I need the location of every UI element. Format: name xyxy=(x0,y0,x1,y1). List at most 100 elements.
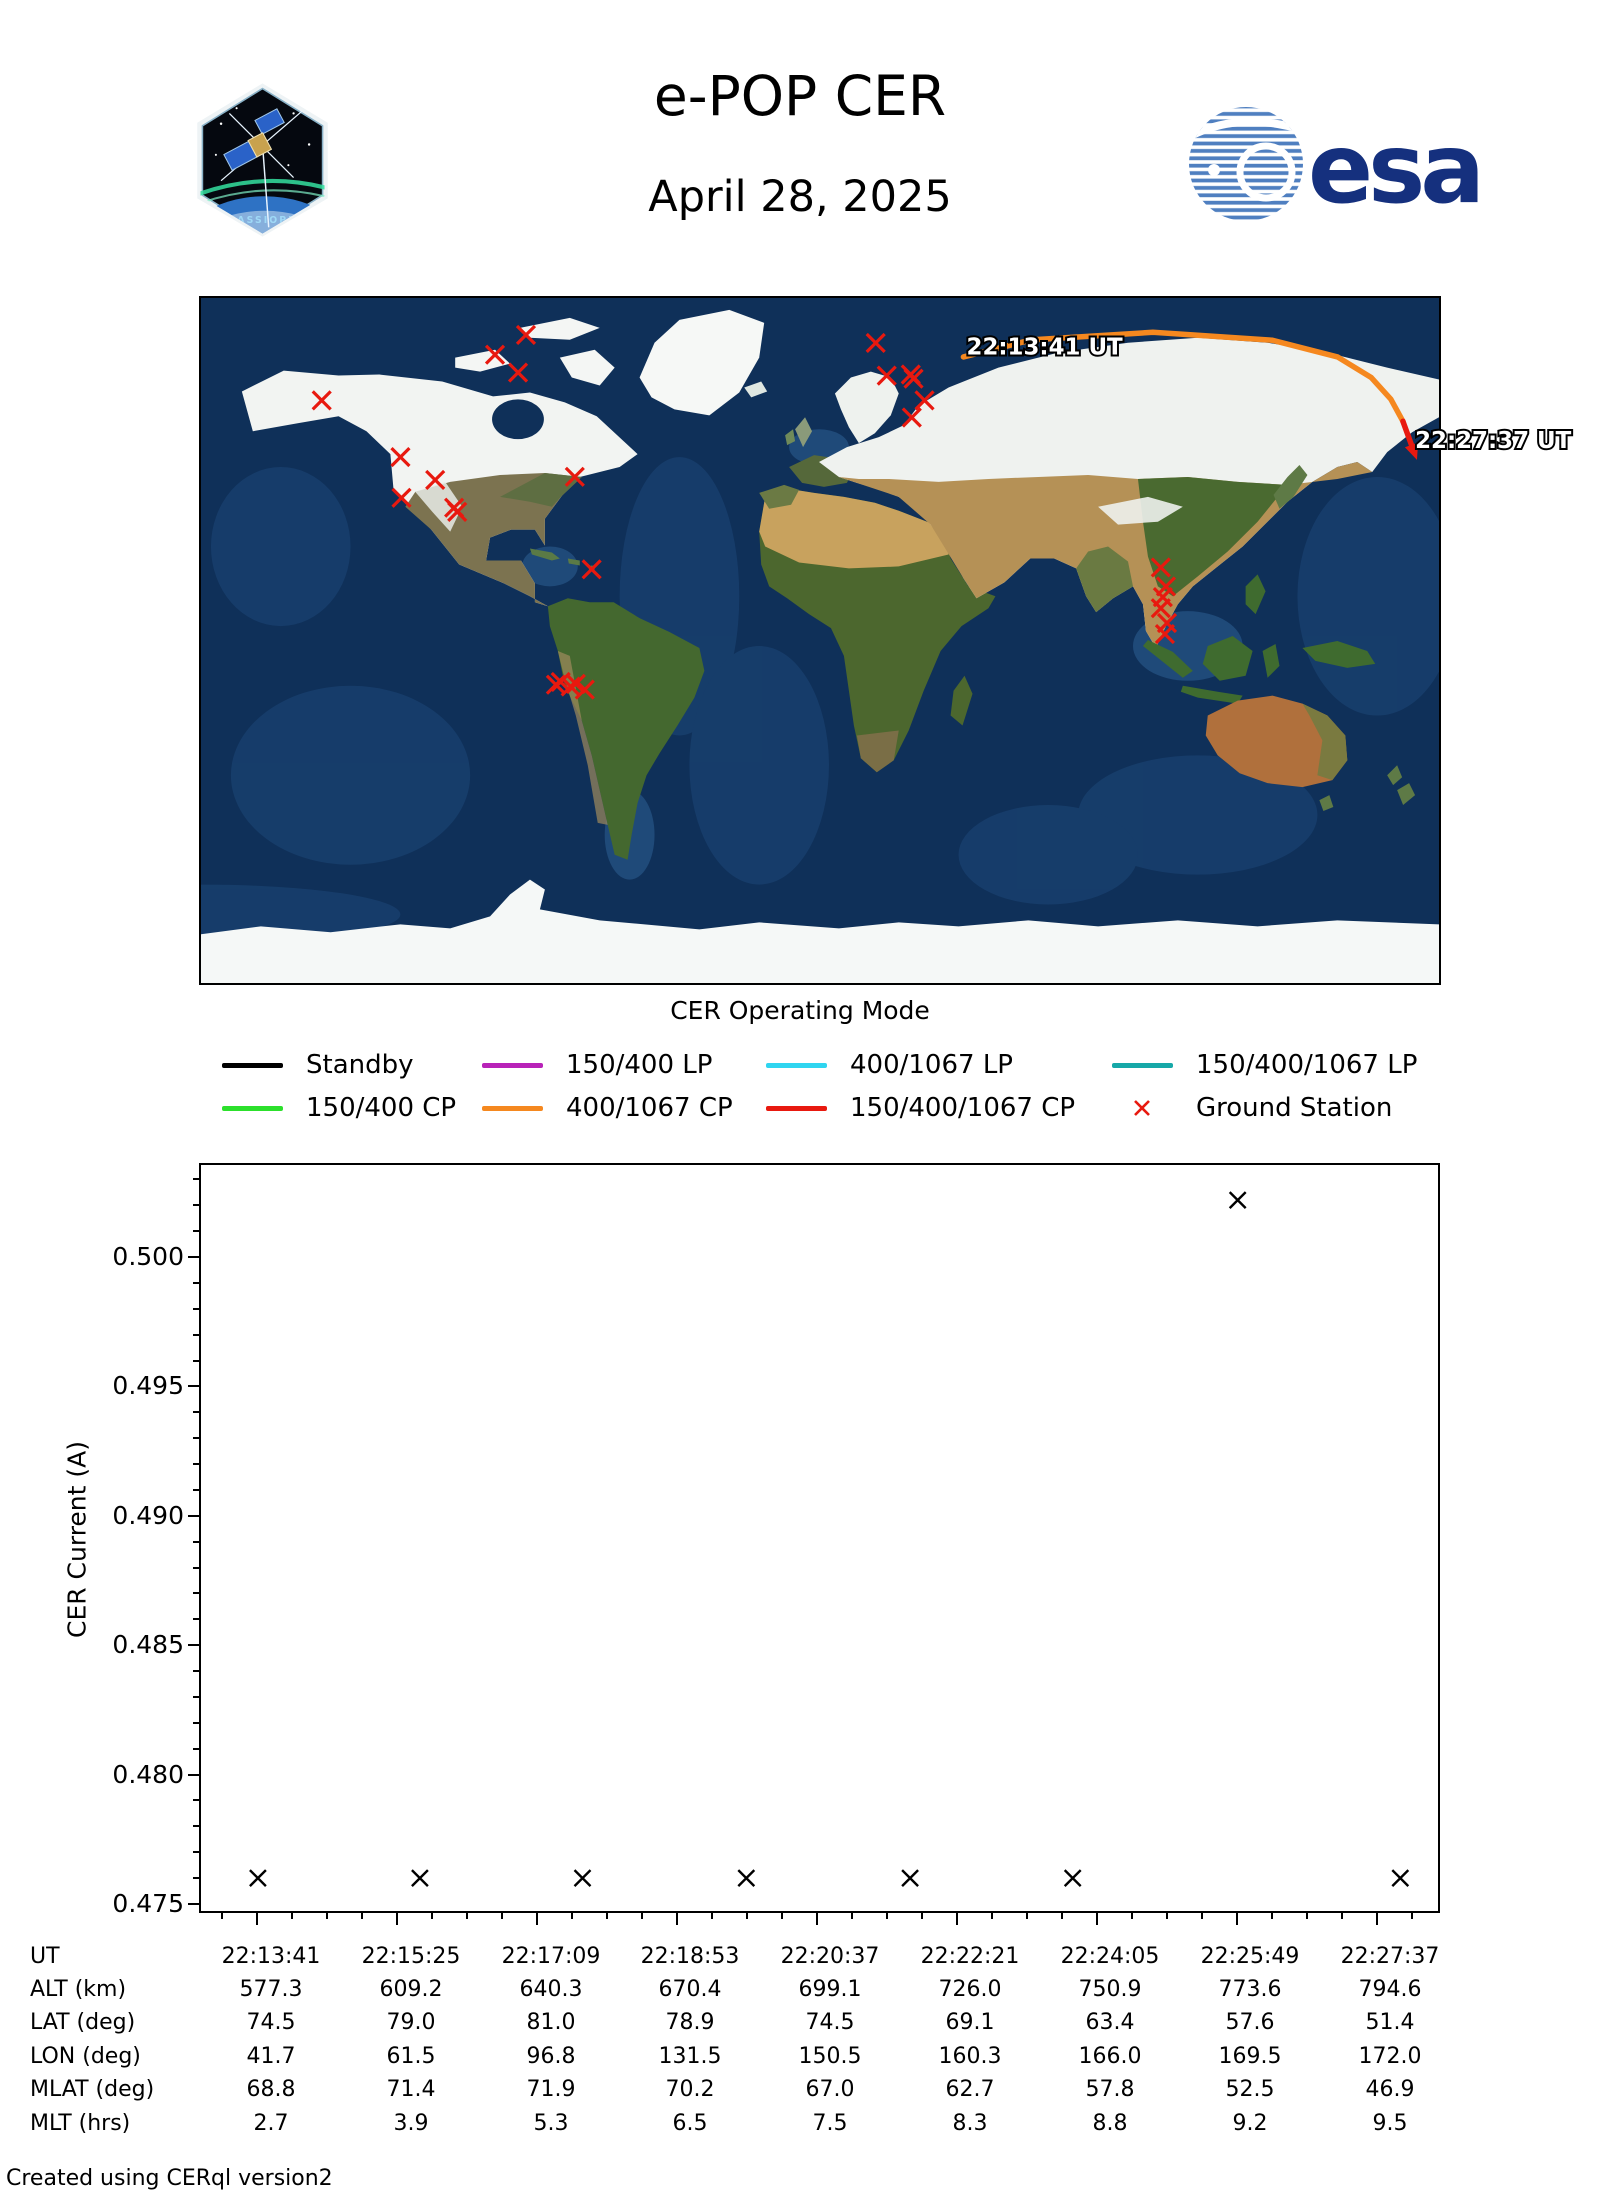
data-point-marker xyxy=(411,1869,429,1887)
legend-item-label: Standby xyxy=(306,1050,414,1080)
legend-title: CER Operating Mode xyxy=(670,996,930,1025)
table-cell: 166.0 xyxy=(1078,2044,1142,2069)
table-cell: 22:25:49 xyxy=(1200,1944,1300,1969)
esa-wordmark: esa xyxy=(1308,113,1480,225)
legend-item: 400/1067 CP xyxy=(482,1093,733,1123)
legend-swatch xyxy=(482,1105,543,1111)
table-cell: 726.0 xyxy=(938,1977,1002,2002)
y-tick-label: 0.475 xyxy=(112,1889,184,1918)
table-cell: 96.8 xyxy=(526,2044,576,2069)
table-cell: 22:13:41 xyxy=(221,1944,321,1969)
legend-item: 150/400/1067 CP xyxy=(766,1093,1075,1123)
footer-credit: Created using CERql version2 xyxy=(6,2166,333,2191)
track-segment xyxy=(1400,418,1415,448)
table-cell: 63.4 xyxy=(1085,2010,1135,2035)
table-cell: 68.8 xyxy=(246,2077,296,2102)
ground-station-marker-icon xyxy=(1150,598,1171,619)
track-overlay: 22:13:41 UT 22:27:37 UT xyxy=(311,324,1574,700)
patch-wordmark: CASSIOPE xyxy=(228,215,296,226)
table-cell: 52.5 xyxy=(1225,2077,1275,2102)
table-cell: 160.3 xyxy=(938,2044,1002,2069)
table-cell: 8.3 xyxy=(952,2111,988,2136)
esa-logo-icon: esa xyxy=(1178,88,1498,238)
legend-item: Standby xyxy=(222,1050,414,1080)
ground-station-marker-icon xyxy=(901,407,922,428)
table-cell: 131.5 xyxy=(658,2044,722,2069)
table-cell: 22:18:53 xyxy=(640,1944,740,1969)
cassiope-mission-patch-icon: CASSIOPE xyxy=(190,82,335,238)
legend-item-label: 150/400 CP xyxy=(306,1093,457,1123)
table-row-label: LON (deg) xyxy=(30,2044,141,2069)
legend-swatch xyxy=(222,1062,283,1068)
table-cell: 22:27:37 xyxy=(1340,1944,1440,1969)
legend-item-label: 400/1067 LP xyxy=(850,1050,1013,1080)
y-tick-label: 0.490 xyxy=(112,1501,184,1530)
ground-station-marker-icon xyxy=(311,390,332,411)
table-row-label: MLAT (deg) xyxy=(30,2077,155,2102)
table-cell: 57.6 xyxy=(1225,2010,1275,2035)
table-cell: 41.7 xyxy=(246,2044,296,2069)
ground-station-marker-icon xyxy=(574,679,595,700)
ground-station-marker-icon xyxy=(865,332,886,353)
table-cell: 2.7 xyxy=(253,2111,289,2136)
table-row-label: UT xyxy=(30,1944,60,1969)
ground-station-marker-icon xyxy=(565,673,586,694)
table-cell: 609.2 xyxy=(379,1977,443,2002)
page-title: e-POP CER xyxy=(653,64,947,128)
ground-station-marker-icon xyxy=(507,362,529,383)
table-cell: 5.3 xyxy=(533,2111,569,2136)
table-cell: 7.5 xyxy=(812,2111,848,2136)
table-cell: 74.5 xyxy=(805,2010,855,2035)
table-cell: 773.6 xyxy=(1218,1977,1282,2002)
y-tick-label: 0.500 xyxy=(112,1242,184,1271)
table-cell: 71.4 xyxy=(386,2077,436,2102)
ground-station-marker-icon xyxy=(425,469,446,490)
legend-swatch xyxy=(482,1062,543,1068)
table-cell: 150.5 xyxy=(798,2044,862,2069)
table-cell: 22:22:21 xyxy=(920,1944,1020,1969)
table-cell: 79.0 xyxy=(386,2010,436,2035)
legend-item: Ground Station xyxy=(1112,1093,1392,1123)
track-start-time-label: 22:13:41 UT xyxy=(967,335,1124,361)
table-cell: 61.5 xyxy=(386,2044,436,2069)
table-cell: 6.5 xyxy=(672,2111,708,2136)
ground-station-marker-icon xyxy=(1154,623,1176,645)
table-cell: 169.5 xyxy=(1218,2044,1282,2069)
table-cell: 699.1 xyxy=(798,1977,862,2002)
table-cell: 67.0 xyxy=(805,2077,855,2102)
data-point-marker xyxy=(1063,1869,1082,1887)
data-point-marker xyxy=(1391,1869,1410,1887)
table-cell: 22:17:09 xyxy=(501,1944,601,1969)
table-cell: 81.0 xyxy=(526,2010,576,2035)
table-cell: 22:15:25 xyxy=(361,1944,461,1969)
legend-item-label: 150/400/1067 CP xyxy=(850,1093,1076,1123)
ground-station-marker-icon xyxy=(564,466,585,487)
legend-swatch xyxy=(1112,1062,1173,1068)
legend-item-label: 400/1067 CP xyxy=(566,1093,733,1123)
ground-station-marker-icon xyxy=(914,390,935,411)
table-cell: 9.5 xyxy=(1372,2111,1408,2136)
legend-item: 150/400 CP xyxy=(222,1093,456,1123)
y-axis-label: CER Current (A) xyxy=(62,1440,92,1639)
table-cell: 22:20:37 xyxy=(780,1944,880,1969)
legend-item: 150/400 LP xyxy=(482,1050,712,1080)
table-cell: 62.7 xyxy=(945,2077,995,2102)
table-row-label: MLT (hrs) xyxy=(30,2111,131,2136)
legend-item-label: Ground Station xyxy=(1196,1093,1393,1123)
table-row-label: LAT (deg) xyxy=(30,2010,136,2035)
ground-track-map: 22:13:41 UT 22:27:37 UT xyxy=(199,296,1574,985)
legend-item: 400/1067 LP xyxy=(766,1050,1013,1080)
table-cell: 46.9 xyxy=(1365,2077,1415,2102)
track-arrow-icon xyxy=(1404,442,1419,460)
table-cell: 640.3 xyxy=(519,1977,583,2002)
table-cell: 9.2 xyxy=(1232,2111,1268,2136)
ground-station-marker-icon xyxy=(515,324,537,345)
ground-station-marker-icon xyxy=(447,501,468,522)
table-cell: 71.9 xyxy=(526,2077,576,2102)
data-point-marker xyxy=(901,1869,919,1887)
legend-item-label: 150/400 LP xyxy=(566,1050,713,1080)
ground-station-marker-icon xyxy=(391,487,412,508)
ground-station-marker-icon xyxy=(876,365,897,386)
table-cell: 3.9 xyxy=(393,2111,429,2136)
table-cell: 78.9 xyxy=(665,2010,715,2035)
